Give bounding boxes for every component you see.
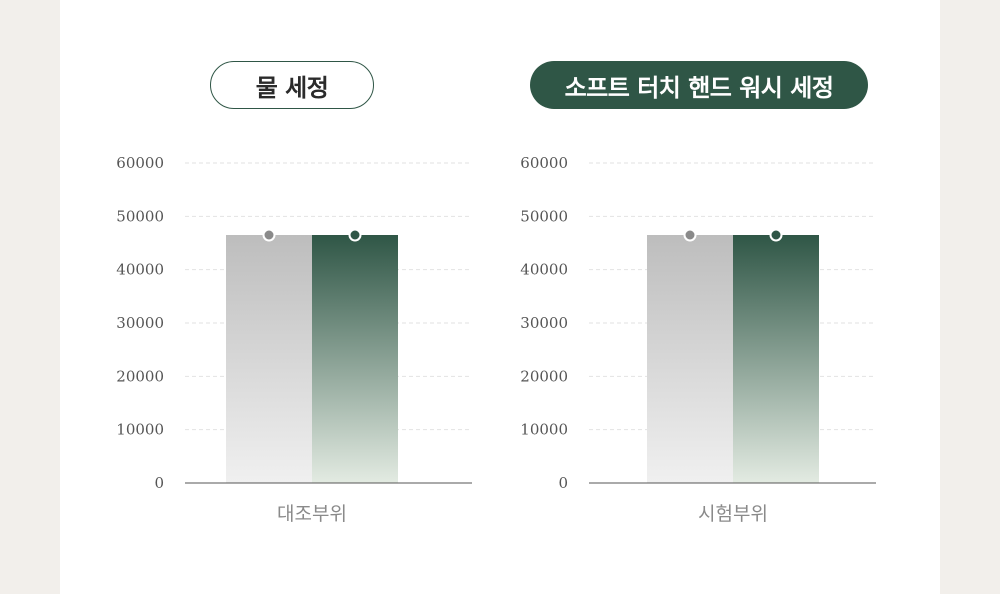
x-category-label: 대조부위 — [277, 503, 347, 525]
y-tick-label: 40000 — [116, 261, 164, 279]
bar-series-1 — [647, 235, 733, 483]
y-tick-label: 40000 — [520, 261, 568, 279]
y-tick-label: 50000 — [520, 207, 568, 225]
y-tick-label: 0 — [558, 474, 568, 492]
chart-title-soft-touch-wash: 소프트 터치 핸드 워시 세정 — [530, 61, 868, 109]
y-tick-label: 0 — [154, 474, 164, 492]
chart-title-water-wash: 물 세정 — [210, 61, 374, 109]
y-tick-label: 20000 — [116, 367, 164, 385]
y-tick-label: 50000 — [116, 207, 164, 225]
chart-water-wash: 60000 50000 40000 30000 20000 10000 0 대조부위 — [116, 154, 472, 525]
chart-title-water-wash-label: 물 세정 — [255, 73, 329, 102]
y-tick-label: 30000 — [116, 314, 164, 332]
data-point-marker — [262, 228, 276, 242]
bar-series-1 — [226, 235, 312, 483]
y-tick-label: 10000 — [116, 421, 164, 439]
bar-series-2 — [733, 235, 819, 483]
data-point-marker — [769, 228, 783, 242]
chart-soft-touch-wash: 60000 50000 40000 30000 20000 10000 0 시험부위 — [520, 154, 876, 525]
y-tick-label: 20000 — [520, 367, 568, 385]
y-tick-label: 30000 — [520, 314, 568, 332]
y-tick-label: 60000 — [116, 154, 164, 172]
data-point-marker — [348, 228, 362, 242]
y-tick-label: 60000 — [520, 154, 568, 172]
y-tick-label: 10000 — [520, 421, 568, 439]
chart-title-soft-touch-wash-label: 소프트 터치 핸드 워시 세정 — [564, 73, 834, 102]
x-category-label: 시험부위 — [698, 503, 768, 525]
data-point-marker — [683, 228, 697, 242]
bar-series-2 — [312, 235, 398, 483]
